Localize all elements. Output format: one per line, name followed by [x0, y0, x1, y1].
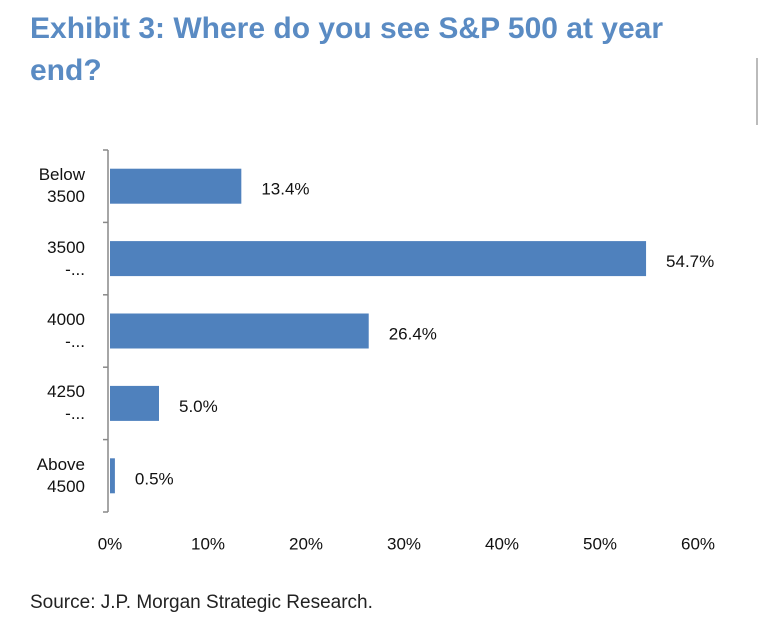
data-label: 13.4%: [261, 180, 309, 199]
bar: [110, 458, 115, 494]
chart-title: Exhibit 3: Where do you see S&P 500 at y…: [30, 12, 664, 87]
x-tick-label: 40%: [485, 534, 519, 553]
x-tick-label: 30%: [387, 534, 421, 553]
x-tick-label: 20%: [289, 534, 323, 553]
data-label: 0.5%: [135, 469, 174, 488]
data-label: 54.7%: [666, 252, 714, 271]
bar: [110, 241, 647, 277]
x-tick-label: 50%: [583, 534, 617, 553]
data-label: 26.4%: [389, 324, 437, 343]
y-tick-label: 4000 -...: [47, 310, 85, 351]
bar: [110, 168, 242, 204]
data-label: 5.0%: [179, 397, 218, 416]
y-tick-label: Below 3500: [38, 165, 85, 207]
y-tick-label: 3500 -...: [47, 237, 85, 279]
x-tick-label: 60%: [681, 534, 715, 553]
source-note: Source: J.P. Morgan Strategic Research.: [30, 592, 373, 613]
x-tick-label: 10%: [191, 534, 225, 553]
y-tick-label: Above 4500: [36, 454, 85, 496]
y-tick-label: 4250 -...: [47, 382, 85, 424]
x-tick-label: 0%: [98, 534, 123, 553]
bar: [110, 313, 369, 349]
bar: [110, 385, 159, 421]
